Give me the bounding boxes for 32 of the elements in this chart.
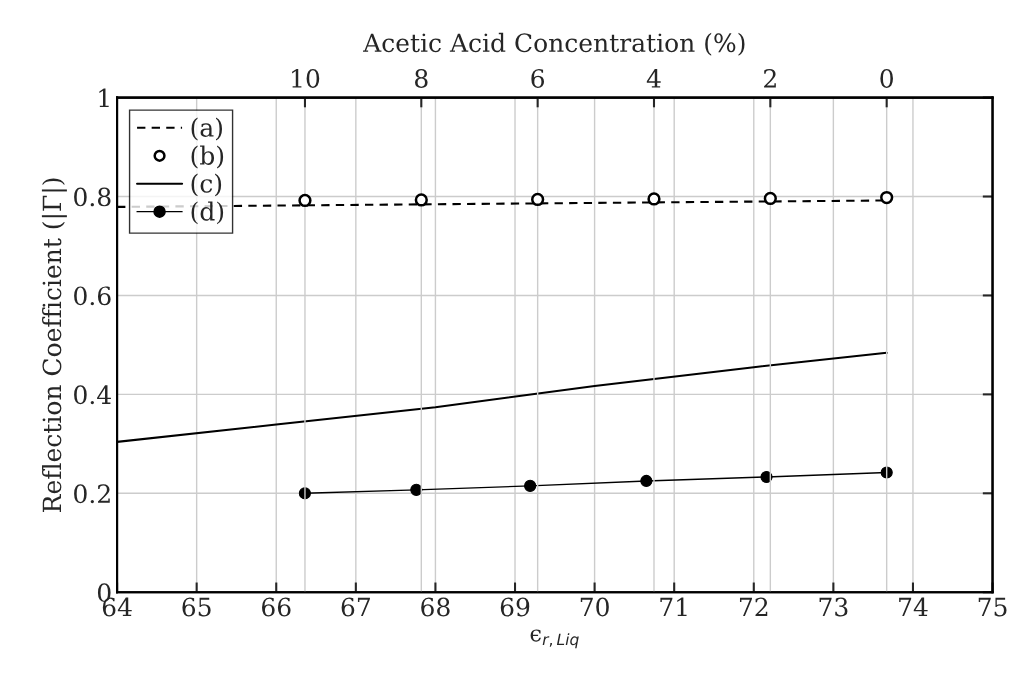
x-tick-label: 71 (660, 597, 687, 617)
x-tick-label: 65 (182, 597, 211, 617)
x-tick-label: 67 (341, 597, 370, 617)
x-tick-label: 72 (739, 597, 768, 617)
x-tick-label: 75 (978, 597, 1007, 617)
legend-label: (d) (191, 201, 224, 225)
x-tick-label: 70 (580, 597, 609, 617)
point (524, 479, 537, 492)
y-tick-label: 0.8 (74, 187, 111, 207)
y-tick-label: 0.6 (74, 286, 111, 306)
y-tick-label: 1 (99, 88, 109, 108)
legend-label: (b) (191, 145, 224, 169)
legend-label: (a) (191, 117, 223, 141)
y-tick-label: 0.2 (74, 484, 110, 504)
x2-axis-title: Acetic Acid Concentration (%) (363, 32, 745, 56)
point (640, 474, 653, 488)
x2-tick-label: 4 (646, 68, 661, 88)
x-tick-label: 68 (421, 597, 450, 617)
x-tick-label: 69 (500, 597, 530, 617)
point (410, 483, 423, 496)
y-axis-title: Reflection Coefficient (|Γ|) (41, 178, 67, 512)
legend-label: (c) (191, 173, 222, 197)
x2-tick-label: 0 (880, 68, 893, 88)
x2-tick-label: 6 (531, 68, 545, 88)
x-tick-label: 74 (899, 597, 928, 617)
x-tick-label: 73 (819, 597, 848, 617)
x-tick-label: 66 (262, 597, 291, 617)
x-axis-title: ϵ$_{r,Liq}$ (530, 629, 579, 649)
x2-tick-label: 2 (764, 68, 776, 88)
x2-tick-label: 8 (415, 68, 428, 88)
x2-tick-label: 10 (292, 68, 320, 88)
y-tick-label: 0.4 (74, 385, 111, 405)
